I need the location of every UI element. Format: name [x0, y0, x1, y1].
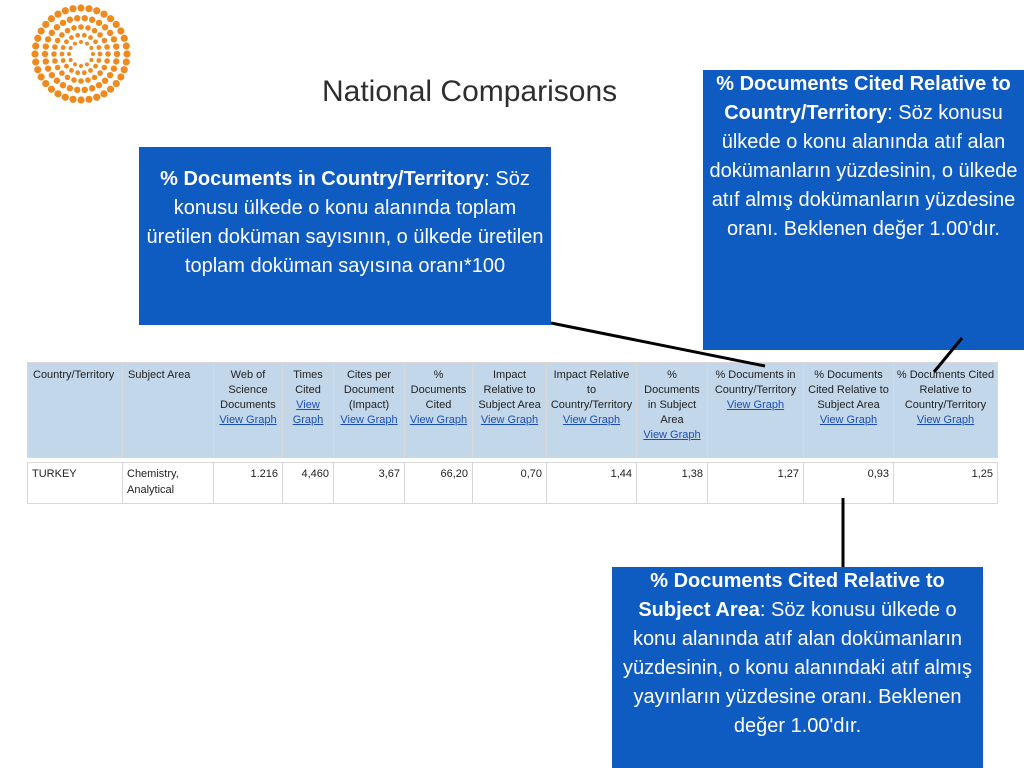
callout-documents-cited-relative-subject: % Documents Cited Relative to Subject Ar…	[612, 567, 983, 768]
column-header-label: Country/Territory	[33, 369, 115, 381]
column-header: % Documents in Subject Area View Graph	[636, 362, 708, 458]
table-cell: TURKEY	[27, 462, 123, 504]
callout-text: : Söz konusu ülkede o konu alanında topl…	[146, 168, 544, 277]
column-header-label: % Documents Cited	[410, 369, 467, 411]
view-graph-link[interactable]: View Graph	[643, 429, 701, 441]
column-header: Impact Relative to Country/Territory View…	[546, 362, 637, 458]
page-title: National Comparisons	[322, 75, 618, 108]
column-header-label: % Documents in Country/Territory	[714, 369, 797, 396]
column-header: Times Cited View Graph	[282, 362, 334, 458]
national-comparisons-table: Country/Territory Subject Area Web of Scie…	[27, 362, 998, 504]
column-header-label: Subject Area	[128, 369, 191, 381]
column-header-label: Cites per Document (Impact)	[343, 369, 395, 411]
table-cell: 3,67	[333, 462, 405, 504]
table-header-row: Country/Territory Subject Area Web of Scie…	[27, 362, 998, 458]
column-header: Country/Territory	[27, 362, 123, 458]
view-graph-link[interactable]: View Graph	[480, 414, 539, 426]
table-cell: 1.216	[213, 462, 283, 504]
callout-text: : Söz konusu ülkede o konu alanında atıf…	[709, 102, 1018, 240]
table-cell: 0,70	[472, 462, 547, 504]
column-header-label: Impact Relative to Subject Area	[478, 369, 541, 411]
table-cell: 1,27	[707, 462, 804, 504]
table-row: TURKEY Chemistry, Analytical 1.216 4,460 3,6…	[27, 462, 998, 504]
table-cell: Chemistry, Analytical	[122, 462, 214, 504]
callout-term: % Documents in Country/Territory	[160, 168, 485, 190]
view-graph-link[interactable]: View Graph	[819, 414, 878, 426]
column-header: Web of Science Documents View Graph	[213, 362, 283, 458]
callout-documents-cited-relative-country: % Documents Cited Relative to Country/Te…	[703, 70, 1024, 350]
callout-term: % Documents Cited Relative to Country/Te…	[716, 73, 1011, 124]
table-cell: 66,20	[404, 462, 473, 504]
view-graph-link[interactable]: View Graph	[409, 414, 468, 426]
view-graph-link[interactable]: View Graph	[916, 414, 975, 426]
view-graph-link[interactable]: View Graph	[726, 399, 785, 411]
callout-documents-in-country: % Documents in Country/Territory: Söz ko…	[139, 147, 551, 325]
column-header: % Documents Cited Relative to Subject Ar…	[803, 362, 894, 458]
table-cell: 1,44	[546, 462, 637, 504]
column-header: % Documents Cited Relative to Country/Te…	[893, 362, 998, 458]
column-header: Impact Relative to Subject Area View Grap…	[472, 362, 547, 458]
table-cell: 1,25	[893, 462, 998, 504]
column-header-label: Web of Science Documents	[220, 369, 276, 411]
table-cell: 0,93	[803, 462, 894, 504]
column-header: Subject Area	[122, 362, 214, 458]
column-header-label: % Documents Cited Relative to Country/Te…	[896, 369, 995, 411]
callout-text: : Söz konusu ülkede o konu alanında atıf…	[622, 599, 973, 737]
view-graph-link[interactable]: View Graph	[219, 414, 277, 426]
column-header: Cites per Document (Impact) View Graph	[333, 362, 405, 458]
column-header-label: Impact Relative to Country/Territory	[550, 369, 633, 411]
column-header: % Documents in Country/Territory View Gra…	[707, 362, 804, 458]
table-cell: 1,38	[636, 462, 708, 504]
view-graph-link[interactable]: View Graph	[562, 414, 621, 426]
column-header-label: Times Cited	[293, 369, 323, 396]
company-logo-icon	[31, 4, 131, 104]
callout-term: % Documents Cited Relative to Subject Ar…	[638, 570, 945, 621]
column-header: % Documents Cited View Graph	[404, 362, 473, 458]
column-header-label: % Documents Cited Relative to Subject Ar…	[808, 369, 889, 411]
view-graph-link[interactable]: View Graph	[292, 399, 324, 426]
table-cell: 4,460	[282, 462, 334, 504]
column-header-label: % Documents in Subject Area	[644, 369, 700, 426]
view-graph-link[interactable]: View Graph	[340, 414, 398, 426]
